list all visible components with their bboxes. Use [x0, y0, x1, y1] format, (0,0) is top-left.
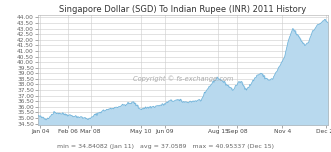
Text: min = 34.84082 (Jan 11)   avg = 37.0589   max = 40.95337 (Dec 15): min = 34.84082 (Jan 11) avg = 37.0589 ma… [57, 144, 274, 149]
Title: Singapore Dollar (SGD) To Indian Rupee (INR) 2011 History: Singapore Dollar (SGD) To Indian Rupee (… [59, 5, 307, 14]
Text: Copyright © fs-exchange.com: Copyright © fs-exchange.com [133, 75, 233, 82]
